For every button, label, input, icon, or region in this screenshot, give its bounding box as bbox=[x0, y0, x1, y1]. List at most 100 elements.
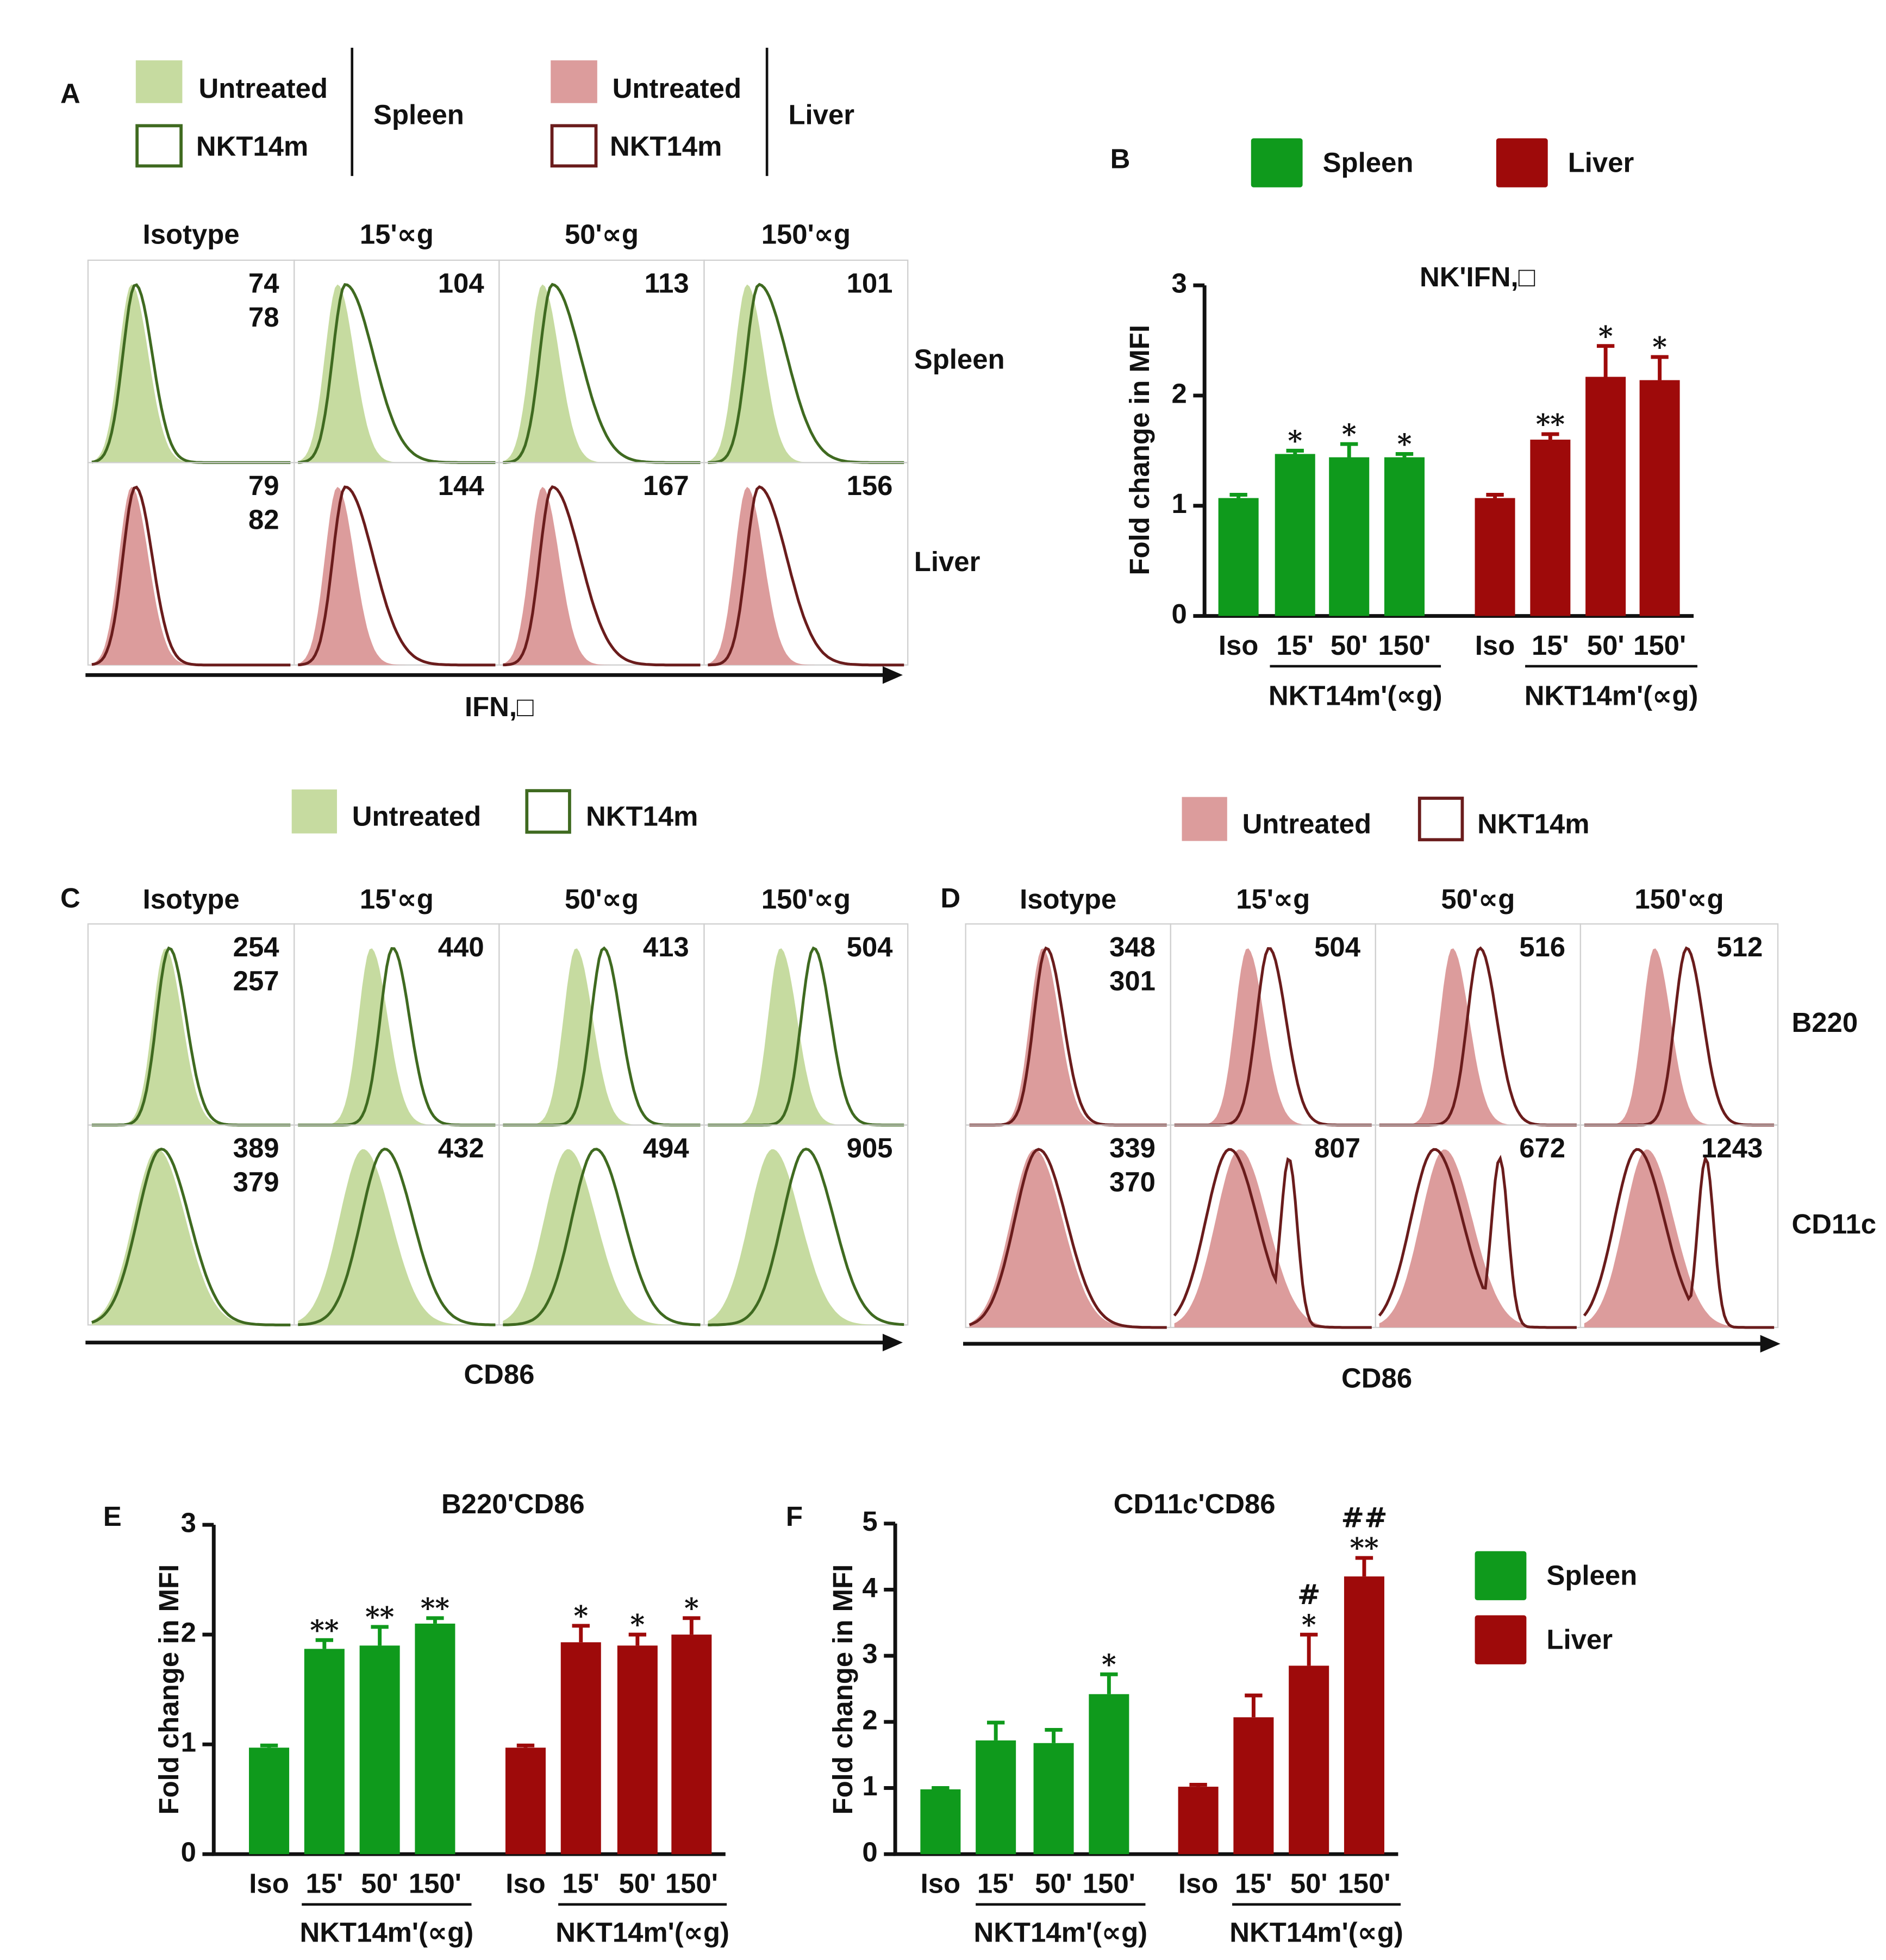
x-tick-label: 150' bbox=[665, 1868, 718, 1899]
bar bbox=[1585, 377, 1626, 616]
significance: * bbox=[1102, 1648, 1116, 1681]
y-tick-label: 0 bbox=[862, 1837, 877, 1868]
x-axis-label: CD86 bbox=[464, 1359, 534, 1390]
error-bar bbox=[1300, 1632, 1318, 1666]
legend-label: Untreated bbox=[613, 73, 741, 104]
significance: * bbox=[1302, 1608, 1316, 1641]
axis-arrow bbox=[1760, 1335, 1781, 1353]
histogram-treated bbox=[708, 1147, 904, 1326]
histogram-untreated bbox=[91, 1149, 291, 1325]
x-tick-label: 15' bbox=[305, 1868, 343, 1899]
group-label: NKT14m'(∝g) bbox=[1525, 680, 1698, 711]
bar bbox=[1289, 1665, 1329, 1855]
error-bar bbox=[932, 1786, 950, 1790]
bar bbox=[560, 1642, 601, 1855]
x-tick-label: Iso bbox=[1219, 630, 1259, 661]
histogram-untreated bbox=[1379, 1149, 1577, 1327]
histogram-treated bbox=[503, 1148, 701, 1326]
mfi-value: 113 bbox=[645, 268, 689, 299]
column-header: 15'∝g bbox=[1236, 884, 1310, 915]
error-bar bbox=[628, 1632, 647, 1646]
y-tick-label: 3 bbox=[862, 1638, 877, 1669]
y-tick-label: 2 bbox=[1171, 378, 1186, 409]
x-axis-label: CD86 bbox=[1341, 1363, 1412, 1394]
mfi-value: 432 bbox=[438, 1132, 484, 1163]
y-tick-label: 1 bbox=[181, 1727, 196, 1758]
y-tick-label: 1 bbox=[862, 1770, 877, 1801]
histogram-untreated bbox=[1174, 948, 1372, 1125]
group-label: NKT14m'(∝g) bbox=[300, 1917, 474, 1948]
x-tick-label: 50' bbox=[619, 1868, 657, 1899]
column-header: 50'∝g bbox=[565, 884, 639, 915]
panel-letter: C bbox=[60, 882, 80, 913]
significance: ** bbox=[421, 1592, 449, 1625]
legend-tissue: Liver bbox=[788, 99, 854, 130]
histogram-untreated bbox=[969, 948, 1167, 1125]
mfi-value: 79 bbox=[248, 470, 279, 501]
x-tick-label: 150' bbox=[409, 1868, 461, 1899]
mfi-value: 167 bbox=[643, 470, 689, 501]
histogram-treated bbox=[298, 485, 496, 667]
row-label: Spleen bbox=[914, 344, 1005, 375]
y-tick-label: 3 bbox=[1171, 268, 1186, 299]
column-header: 15'∝g bbox=[360, 218, 434, 249]
group-label: NKT14m'(∝g) bbox=[973, 1917, 1147, 1948]
x-tick-label: 50' bbox=[1290, 1868, 1328, 1899]
significance: * bbox=[1288, 424, 1302, 457]
y-tick-label: 1 bbox=[1171, 488, 1186, 519]
column-header: Isotype bbox=[143, 884, 240, 915]
mfi-value: 82 bbox=[248, 504, 279, 535]
significance: ## bbox=[1341, 1502, 1387, 1535]
x-tick-label: 150' bbox=[1338, 1868, 1390, 1899]
panel-letter: B bbox=[1110, 143, 1131, 174]
mfi-value: 504 bbox=[1314, 931, 1361, 962]
histogram-treated bbox=[1173, 1148, 1372, 1329]
panel-letter: E bbox=[103, 1501, 122, 1532]
histogram-treated bbox=[298, 1147, 496, 1326]
histogram-untreated bbox=[91, 486, 291, 665]
legend-label: Untreated bbox=[1242, 808, 1371, 839]
bar bbox=[1344, 1576, 1384, 1855]
histogram-untreated bbox=[1174, 1149, 1372, 1327]
column-header: 50'∝g bbox=[565, 218, 639, 249]
legend-label: Liver bbox=[1568, 147, 1634, 178]
error-bar bbox=[1229, 493, 1247, 498]
histogram-treated bbox=[1583, 1148, 1775, 1329]
bar bbox=[1275, 454, 1315, 616]
significance: * bbox=[1397, 428, 1412, 461]
legend-label: Liver bbox=[1546, 1624, 1613, 1655]
bar bbox=[1218, 498, 1259, 616]
x-tick-label: 150' bbox=[1378, 630, 1431, 661]
mfi-value: 348 bbox=[1109, 931, 1156, 962]
bar bbox=[617, 1645, 658, 1855]
histogram-untreated bbox=[503, 1149, 701, 1325]
legend-label: NKT14m bbox=[1477, 808, 1589, 839]
x-tick-label: 15' bbox=[1532, 630, 1569, 661]
histogram-treated bbox=[969, 1148, 1167, 1329]
x-tick-label: Iso bbox=[921, 1868, 961, 1899]
significance: ** bbox=[365, 1601, 394, 1633]
x-tick-label: 50' bbox=[361, 1868, 398, 1899]
x-tick-label: 150' bbox=[1633, 630, 1686, 661]
bar bbox=[1178, 1787, 1219, 1855]
mfi-value: 74 bbox=[248, 268, 279, 299]
mfi-value: 1243 bbox=[1701, 1132, 1763, 1163]
mfi-value: 413 bbox=[643, 931, 689, 962]
group-label: NKT14m'(∝g) bbox=[555, 1917, 729, 1948]
significance: ** bbox=[1536, 408, 1565, 441]
x-tick-label: 50' bbox=[1035, 1868, 1072, 1899]
bar bbox=[920, 1789, 961, 1855]
histogram-untreated bbox=[298, 948, 496, 1125]
error-bar bbox=[1651, 355, 1669, 380]
bar bbox=[1033, 1743, 1074, 1855]
bar bbox=[1639, 380, 1680, 616]
histogram-untreated bbox=[91, 284, 291, 463]
significance: * bbox=[1342, 418, 1357, 450]
histogram-untreated bbox=[503, 948, 701, 1125]
column-header: 150'∝g bbox=[1634, 884, 1723, 915]
column-header: 150'∝g bbox=[761, 884, 851, 915]
legend-swatch bbox=[1182, 797, 1227, 841]
y-tick-label: 2 bbox=[181, 1617, 196, 1648]
histogram-treated bbox=[1378, 1148, 1577, 1329]
